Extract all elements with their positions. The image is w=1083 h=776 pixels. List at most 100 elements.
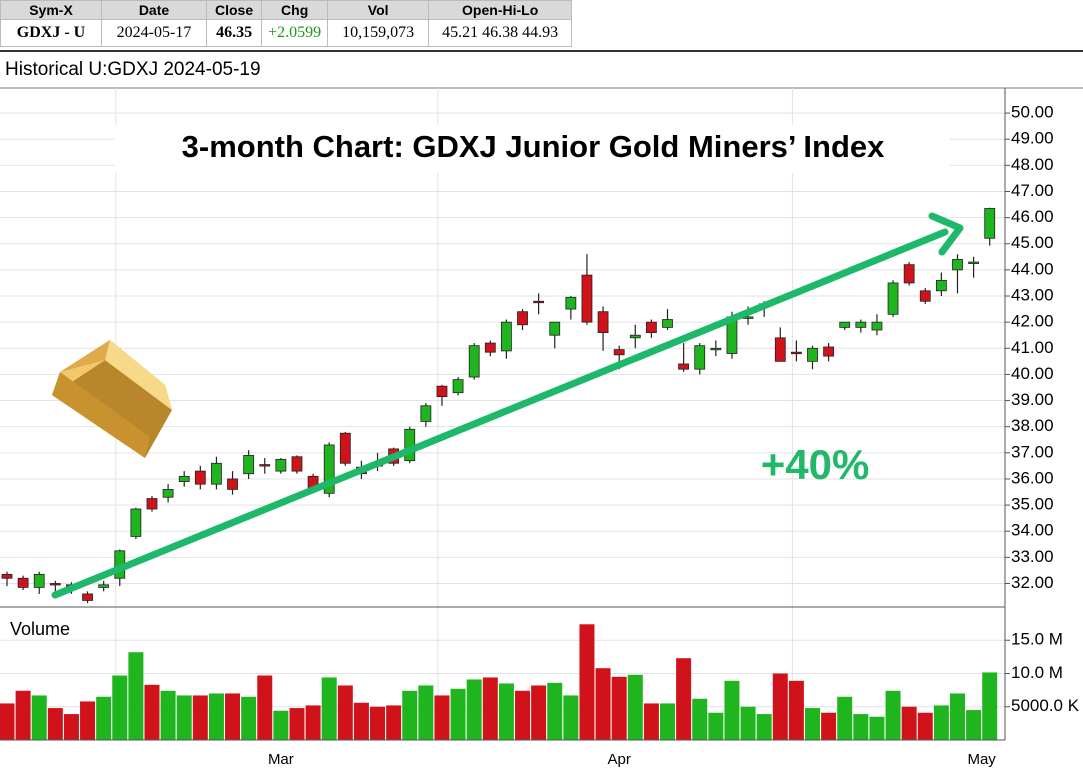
volume-bar [160, 690, 176, 740]
candle-body [823, 346, 835, 357]
volume-bar [579, 624, 595, 740]
volume-bar [547, 682, 563, 740]
quote-table: Sym-X Date Close Chg Vol Open-Hi-Lo GDXJ… [0, 0, 573, 47]
volume-bar [563, 695, 579, 740]
volume-bar [885, 690, 901, 740]
candle-body [82, 593, 93, 601]
cell: 10,159,073 [327, 19, 430, 47]
y-tick-label: 35.00 [1011, 495, 1054, 514]
y-tick-label: 39.00 [1011, 390, 1054, 409]
y-tick-label: 37.00 [1011, 442, 1054, 461]
volume-bar [402, 690, 418, 740]
candle-body [1, 573, 13, 579]
y-tick-label: 45.00 [1011, 233, 1054, 252]
x-tick-label: May [967, 751, 996, 768]
plot-area [0, 88, 1005, 740]
volume-bar [627, 674, 643, 740]
volume-bar [756, 714, 772, 740]
candle-body [871, 321, 883, 331]
volume-bar [144, 684, 160, 740]
candle-body [436, 385, 448, 398]
volume-bar [821, 712, 837, 740]
volume-bar [692, 698, 708, 740]
y-tick-label: 34.00 [1011, 521, 1054, 540]
volume-bar [225, 693, 241, 740]
volume-bar [482, 677, 498, 740]
candle-body [17, 577, 29, 588]
volume-bar [273, 710, 289, 740]
candle-body [452, 379, 464, 394]
candle-body [887, 282, 899, 315]
volume-bar [917, 712, 933, 740]
volume-title: Volume [10, 619, 70, 639]
volume-bar [128, 652, 144, 740]
volume-bar [531, 685, 547, 740]
volume-bar [772, 673, 788, 740]
candle-body [774, 337, 786, 362]
volume-bar [0, 703, 15, 740]
volume-bar [450, 688, 466, 740]
candle-body [227, 478, 238, 490]
candle-body [339, 432, 351, 464]
y-tick-label: 42.00 [1011, 312, 1054, 331]
volume-bar [982, 672, 998, 740]
candle-body [130, 508, 142, 537]
volume-bar [353, 702, 369, 740]
candle-body [613, 349, 625, 356]
volume-bar [660, 703, 676, 740]
y-tick-label: 49.00 [1011, 129, 1054, 148]
volume-bar [434, 695, 450, 740]
y-tick-label: 10.0 M [1011, 663, 1063, 682]
candle-body [678, 363, 690, 370]
y-tick-label: 46.00 [1011, 207, 1054, 226]
volume-bar [31, 695, 47, 740]
volume-bar [853, 714, 869, 740]
candle-body [98, 584, 110, 588]
candle-body [694, 345, 706, 370]
candle-body [194, 470, 206, 485]
candle-body [211, 462, 222, 485]
x-tick-label: Apr [608, 751, 631, 768]
y-tick-label: 15.0 M [1011, 630, 1063, 649]
candle-body [404, 428, 416, 462]
volume-bar [289, 708, 305, 740]
trend-arrow [51, 228, 949, 599]
candle-body [839, 321, 851, 328]
candle-body [790, 351, 802, 355]
y-tick-label: 40.00 [1011, 364, 1054, 383]
volume-bar [595, 668, 611, 740]
candle-body [565, 296, 577, 310]
panel-title: Historical U:GDXJ 2024-05-19 [5, 59, 261, 80]
volume-bar [724, 680, 740, 740]
candle-body [646, 321, 657, 334]
candle-body [935, 279, 947, 292]
volume-bar [901, 706, 917, 740]
volume-bar [805, 708, 820, 740]
y-tick-label: 32.00 [1011, 573, 1054, 592]
candle-body [484, 342, 496, 353]
header-cell: Date [101, 0, 207, 20]
chart-title: 3-month Chart: GDXJ Junior Gold Miners’ … [182, 129, 885, 164]
volume-bar [257, 675, 273, 740]
y-tick-label: 36.00 [1011, 468, 1054, 487]
header-cell: Vol [327, 0, 430, 20]
volume-bar [740, 706, 756, 740]
candle-body [178, 475, 190, 482]
cell: 46.35 [205, 19, 263, 47]
cell: 45.21 46.38 44.93 [428, 19, 573, 47]
volume-bar [933, 705, 949, 740]
candle-body [243, 455, 255, 475]
gold-bar [52, 340, 172, 458]
volume-bar [370, 706, 386, 740]
volume-bar [611, 676, 627, 740]
candle-body [146, 498, 158, 510]
candle-body [468, 345, 480, 378]
candle-body [984, 208, 996, 239]
candle-body [259, 464, 271, 467]
cell: 2024-05-17 [101, 19, 207, 47]
cell: GDXJ - U [0, 19, 102, 47]
candle-body [420, 405, 432, 422]
volume-bar [176, 695, 192, 740]
volume-bar [192, 695, 208, 740]
volume-bar [708, 712, 724, 740]
